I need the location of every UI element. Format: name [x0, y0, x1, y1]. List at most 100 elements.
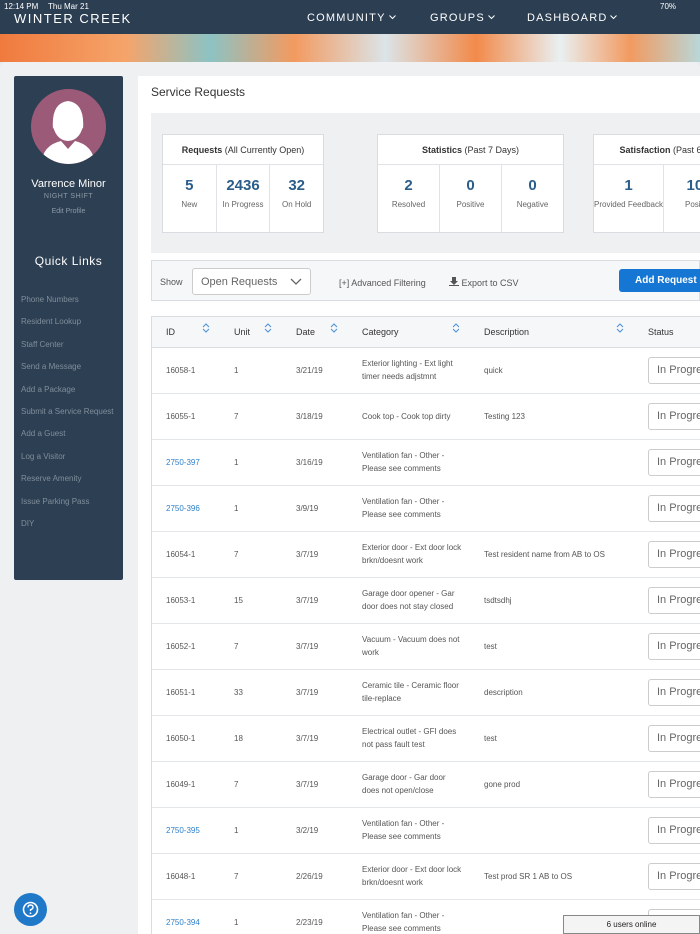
column-header[interactable]: Category	[348, 317, 470, 348]
card-body: 1 Provided Feedback 100 Positive	[594, 165, 700, 232]
chevron	[388, 15, 396, 20]
table-wrap: ID Unit Date Category Description Status 1605…	[151, 316, 700, 934]
status-select[interactable]: In Progress	[648, 816, 700, 844]
cell-status: In Progress	[634, 393, 700, 440]
stat: 100 Positive	[664, 165, 700, 232]
stat-label: On Hold	[282, 200, 312, 209]
status-filter[interactable]: Open Requests	[192, 268, 311, 295]
request-id[interactable]: 2750-395	[166, 825, 200, 835]
quick-link[interactable]: Add a Package	[21, 384, 76, 394]
quick-link[interactable]: Staff Center	[21, 339, 64, 349]
header-row: ID Unit Date Category Description Status	[152, 317, 700, 348]
status-select[interactable]: In Progress	[648, 632, 700, 660]
page-title: Service Requests	[151, 85, 246, 99]
request-id[interactable]: 2750-396	[166, 503, 200, 513]
quick-link[interactable]: Phone Numbers	[21, 295, 79, 304]
status-battery: 70%	[660, 2, 677, 11]
status-select[interactable]: In Progress	[648, 770, 700, 798]
quick-link[interactable]: Resident Lookup	[21, 317, 82, 327]
cell-description	[470, 807, 634, 854]
request-id[interactable]: 2750-394	[166, 917, 200, 927]
cell-category: Ventilation fan - Other - Please see com…	[348, 807, 470, 854]
status-text: In Progress	[657, 593, 700, 606]
cell-date: 3/9/19	[282, 485, 348, 532]
table-row: 16055-1 7 3/18/19 Cook top - Cook top dirty…	[152, 393, 700, 440]
request-id: 16052-1	[166, 641, 196, 651]
cell-description: tsdtsdhj	[470, 577, 634, 624]
column-header[interactable]: Description	[470, 317, 634, 348]
quick-link[interactable]: Log a Visitor	[21, 451, 66, 461]
quick-link[interactable]: Add a Guest	[21, 429, 66, 439]
stat-label: Positive	[684, 200, 700, 209]
status-text: In Progress	[657, 639, 700, 652]
status-select[interactable]: In Progress	[648, 862, 700, 890]
cell-category: Exterior lighting - Ext light timer need…	[348, 347, 470, 394]
description-text: test	[484, 733, 497, 743]
advanced-filtering[interactable]: [+] Advanced Filtering	[339, 278, 426, 288]
cell-id: 2750-395	[152, 807, 220, 854]
nav-item-text: GROUPS	[430, 12, 485, 24]
status-time: 12:14 PM	[4, 2, 39, 11]
status-select[interactable]: In Progress	[648, 494, 700, 522]
table-row: 16052-1 7 3/7/19 Vacuum - Vacuum does not w…	[152, 623, 700, 670]
cell-date: 3/7/19	[282, 623, 348, 670]
column-header-text: Category	[362, 326, 399, 337]
request-id: 16058-1	[166, 365, 196, 375]
request-id: 16050-1	[166, 733, 196, 743]
quick-link[interactable]: Send a Message	[21, 362, 82, 372]
cell-id: 16058-1	[152, 347, 220, 394]
column-header-text: Unit	[234, 326, 251, 337]
table-row: 2750-394 1 2/23/19 Ventilation fan - Other …	[152, 899, 700, 934]
description-text: Test resident name from AB to OS	[484, 549, 605, 559]
cell-status: In Progress	[634, 347, 700, 394]
nav-item[interactable]: DASHBOARD	[527, 12, 618, 24]
nav-item[interactable]: GROUPS	[430, 12, 495, 24]
quick-link[interactable]: Reserve Amenity	[21, 474, 82, 484]
quick-link[interactable]: Issue Parking Pass	[21, 496, 90, 506]
cell-category: Vacuum - Vacuum does not work	[348, 623, 470, 670]
status-select[interactable]: In Progress	[648, 678, 700, 706]
cell-unit: 1	[220, 439, 282, 486]
table-row: 16058-1 1 3/21/19 Exterior lighting - Ext l…	[152, 347, 700, 394]
avatar[interactable]	[31, 89, 106, 164]
status-select[interactable]: In Progress	[648, 402, 700, 430]
cell-id: 16055-1	[152, 393, 220, 440]
stat: 0 Negative	[502, 165, 563, 232]
request-id[interactable]: 2750-397	[166, 457, 200, 467]
cell-unit: 7	[220, 623, 282, 670]
column-header-text: ID	[166, 326, 175, 337]
help-button[interactable]	[14, 893, 47, 926]
request-id: 16053-1	[166, 595, 196, 605]
cell-date: 3/7/19	[282, 761, 348, 808]
cell-category: Ventilation fan - Other - Please see com…	[348, 485, 470, 532]
cell-unit: 15	[220, 577, 282, 624]
card-title: Statistics	[421, 145, 462, 155]
column-header[interactable]: Date	[282, 317, 348, 348]
status-select[interactable]: In Progress	[648, 724, 700, 752]
brand[interactable]: WINTER CREEK	[14, 11, 132, 26]
stat-value: 0	[466, 177, 475, 194]
table-row: 2750-395 1 3/2/19 Ventilation fan - Other -…	[152, 807, 700, 854]
stat-card: Satisfaction (Past 601Provided Feedback1…	[593, 134, 700, 233]
cell-description: gone prod	[470, 761, 634, 808]
status-select[interactable]: In Progress	[648, 586, 700, 614]
quick-link[interactable]: DIY	[21, 518, 35, 528]
export-csv[interactable]: Export to CSV	[449, 277, 519, 288]
description-text: description	[484, 687, 523, 697]
status-select[interactable]: In Progress	[648, 356, 700, 384]
cell-description: Test resident name from AB to OS	[470, 531, 634, 578]
quick-link[interactable]: Submit a Service Request	[21, 406, 114, 416]
description-text: tsdtsdhj	[484, 595, 512, 605]
status-text: In Progress	[657, 731, 700, 744]
status-select[interactable]: In Progress	[648, 448, 700, 476]
cell-id: 16052-1	[152, 623, 220, 670]
edit-profile[interactable]: Edit Profile	[51, 208, 86, 215]
nav-item[interactable]: COMMUNITY	[307, 12, 396, 24]
status-select[interactable]: In Progress	[648, 540, 700, 568]
cell-category: Ventilation fan - Other - Please see com…	[348, 439, 470, 486]
cell-category: Ceramic tile - Ceramic floor tile-replac…	[348, 669, 470, 716]
column-header[interactable]: Unit	[220, 317, 282, 348]
add-request[interactable]: Add Request	[619, 269, 700, 292]
column-header[interactable]: ID	[152, 317, 220, 348]
